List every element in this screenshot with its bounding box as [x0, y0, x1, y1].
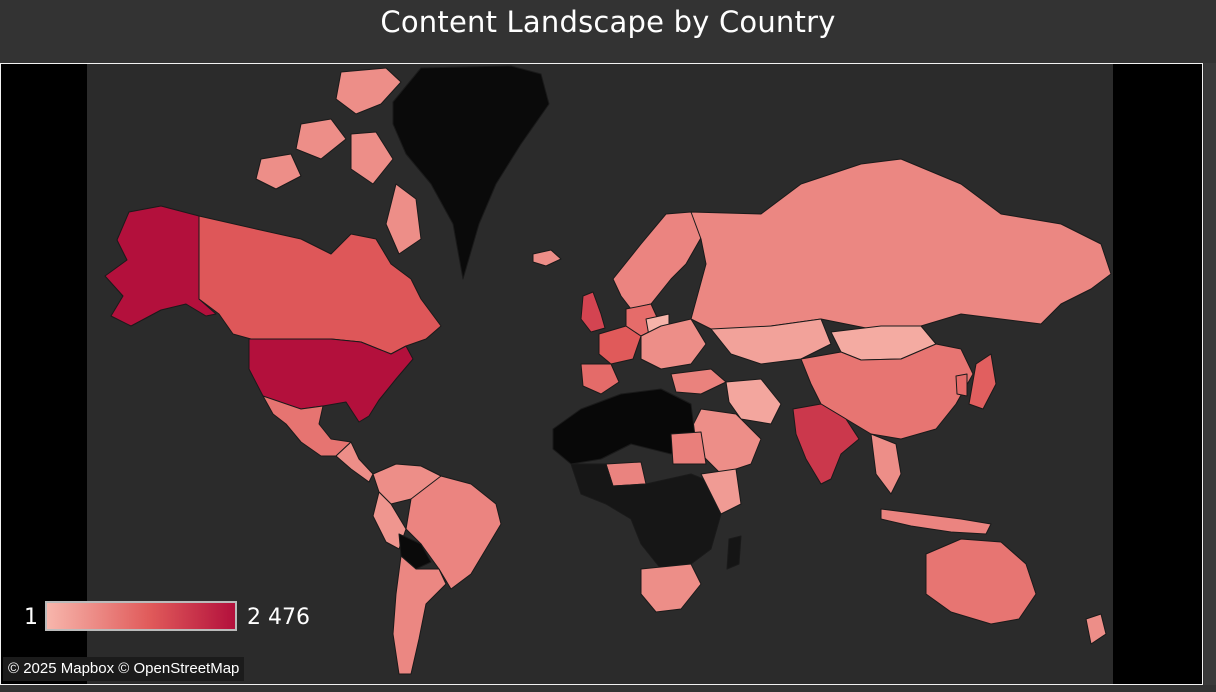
country-australia[interactable] [925, 538, 1037, 625]
country-egypt[interactable] [670, 431, 707, 465]
country-southeast-asia[interactable] [870, 433, 902, 495]
country-japan[interactable] [968, 353, 997, 410]
country-canada[interactable] [198, 215, 442, 355]
legend-max-label: 2 476 [247, 605, 310, 630]
legend-gradient-bar [45, 601, 237, 631]
country-canada-arctic[interactable] [255, 67, 422, 255]
country-argentina[interactable] [392, 555, 447, 675]
country-india[interactable] [792, 403, 860, 485]
map-title: Content Landscape by Country [380, 5, 836, 39]
country-united-kingdom[interactable] [580, 291, 606, 333]
country-new-zealand[interactable] [1085, 613, 1107, 645]
country-peru[interactable] [372, 491, 407, 550]
world-choropleth-map[interactable] [1, 64, 1203, 685]
map-edge-right [1113, 64, 1202, 684]
country-bolivia[interactable] [398, 533, 432, 570]
panel-edge [1204, 63, 1216, 685]
country-turkey[interactable] [670, 368, 727, 395]
country-indonesia[interactable] [880, 508, 992, 535]
country-kazakhstan[interactable] [710, 318, 832, 365]
map-attribution[interactable]: © 2025 Mapbox © OpenStreetMap [3, 657, 245, 681]
country-scandinavia[interactable] [612, 211, 707, 310]
map-edge-left [1, 64, 87, 684]
country-madagascar[interactable] [726, 535, 742, 570]
country-central-africa[interactable] [570, 463, 722, 570]
country-eastern-europe[interactable] [640, 318, 707, 370]
country-greenland[interactable] [392, 65, 550, 280]
country-spain[interactable] [580, 363, 620, 395]
country-kenya[interactable] [700, 468, 742, 515]
country-south-korea[interactable] [955, 373, 968, 397]
country-brazil[interactable] [405, 475, 502, 590]
color-legend: 1 2 476 [0, 601, 330, 637]
country-iceland[interactable] [532, 249, 562, 267]
legend-min-label: 1 [24, 605, 38, 630]
country-south-africa[interactable] [640, 563, 702, 613]
country-iran[interactable] [725, 378, 782, 425]
map-viewport[interactable] [0, 63, 1203, 685]
